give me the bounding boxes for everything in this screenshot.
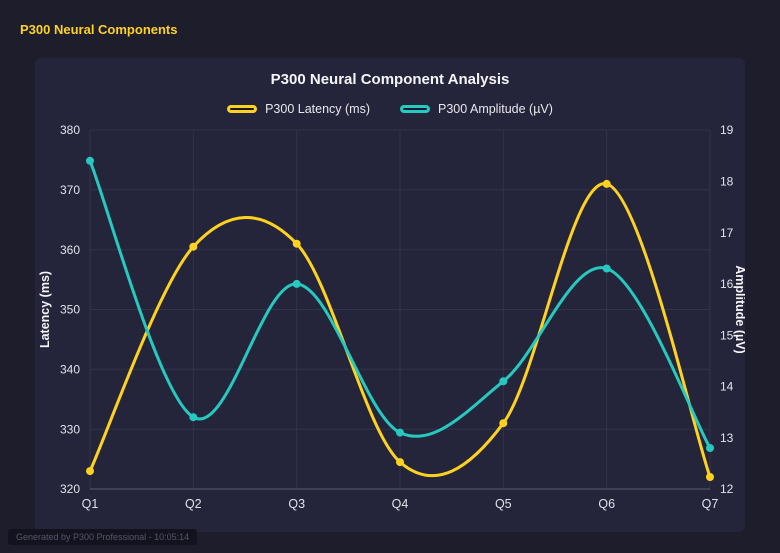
y-axis-right-tick-label: 18 bbox=[720, 175, 734, 189]
footer-badge: Generated by P300 Professional - 10:05:1… bbox=[8, 529, 198, 545]
page-title: P300 Neural Components bbox=[20, 22, 178, 37]
y-axis-right-tick-label: 13 bbox=[720, 431, 734, 445]
data-point-amplitude-Q1[interactable] bbox=[86, 156, 94, 165]
legend-item-amplitude[interactable]: P300 Amplitude (µV) bbox=[400, 102, 553, 116]
data-point-amplitude-Q4[interactable] bbox=[396, 428, 404, 437]
y-axis-left-tick-label: 370 bbox=[60, 183, 80, 197]
data-point-latency-Q5[interactable] bbox=[499, 419, 508, 428]
data-point-amplitude-Q2[interactable] bbox=[189, 413, 198, 422]
y-axis-left-title: Latency (ms) bbox=[38, 271, 52, 348]
y-axis-right-tick-label: 15 bbox=[720, 328, 734, 342]
data-point-amplitude-Q6[interactable] bbox=[602, 264, 611, 273]
x-axis-tick-label: Q7 bbox=[702, 497, 719, 511]
chart-canvas: 320 330 340 350 360 370 380 12 13 14 15 16 17 18 19 Q1 Q… bbox=[38, 123, 745, 511]
chart-panel: P300 Neural Component Analysis P300 Late… bbox=[35, 58, 745, 532]
x-axis-tick-label: Q5 bbox=[495, 497, 512, 511]
legend-label-amplitude: P300 Amplitude (µV) bbox=[438, 102, 553, 116]
y-axis-right-tick-label: 12 bbox=[720, 482, 734, 496]
data-point-latency-Q2[interactable] bbox=[189, 242, 198, 251]
data-point-latency-Q6[interactable] bbox=[602, 179, 611, 188]
y-axis-left-tick-label: 360 bbox=[60, 243, 80, 257]
x-axis-tick-label: Q1 bbox=[82, 497, 99, 511]
legend-label-latency: P300 Latency (ms) bbox=[265, 102, 370, 116]
legend: P300 Latency (ms) P300 Amplitude (µV) bbox=[35, 102, 745, 116]
data-point-amplitude-Q5[interactable] bbox=[499, 377, 508, 386]
y-axis-left-tick-label: 330 bbox=[60, 422, 80, 436]
data-point-amplitude-Q3[interactable] bbox=[292, 279, 301, 288]
y-axis-right-tick-label: 19 bbox=[720, 123, 734, 137]
legend-swatch-amplitude bbox=[400, 105, 430, 113]
chart-title: P300 Neural Component Analysis bbox=[270, 71, 510, 88]
data-point-latency-Q4[interactable] bbox=[396, 458, 404, 467]
y-axis-right-tick-label: 14 bbox=[720, 380, 734, 394]
y-axis-left-tick-label: 320 bbox=[60, 482, 80, 496]
legend-item-latency[interactable]: P300 Latency (ms) bbox=[227, 102, 370, 116]
x-axis-tick-label: Q3 bbox=[288, 497, 305, 511]
data-point-amplitude-Q7[interactable] bbox=[706, 444, 714, 452]
legend-swatch-latency bbox=[227, 105, 258, 113]
data-point-latency-Q1[interactable] bbox=[86, 467, 94, 476]
y-axis-left-tick-label: 380 bbox=[60, 123, 80, 137]
y-axis-left-tick-label: 340 bbox=[60, 363, 80, 377]
y-axis-right-tick-label: 16 bbox=[720, 277, 734, 291]
y-axis-right-title: Amplitude (µV) bbox=[733, 265, 745, 353]
x-axis-tick-label: Q6 bbox=[598, 497, 615, 511]
y-axis-right-tick-label: 17 bbox=[720, 226, 734, 240]
data-point-latency-Q3[interactable] bbox=[292, 239, 301, 248]
y-axis-left-tick-label: 350 bbox=[60, 303, 80, 317]
data-point-latency-Q7[interactable] bbox=[706, 473, 714, 481]
x-axis-tick-label: Q2 bbox=[185, 497, 202, 511]
x-axis-tick-label: Q4 bbox=[392, 497, 409, 511]
